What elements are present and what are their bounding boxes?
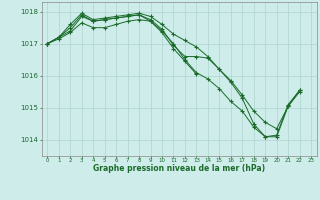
X-axis label: Graphe pression niveau de la mer (hPa): Graphe pression niveau de la mer (hPa) xyxy=(93,164,265,173)
